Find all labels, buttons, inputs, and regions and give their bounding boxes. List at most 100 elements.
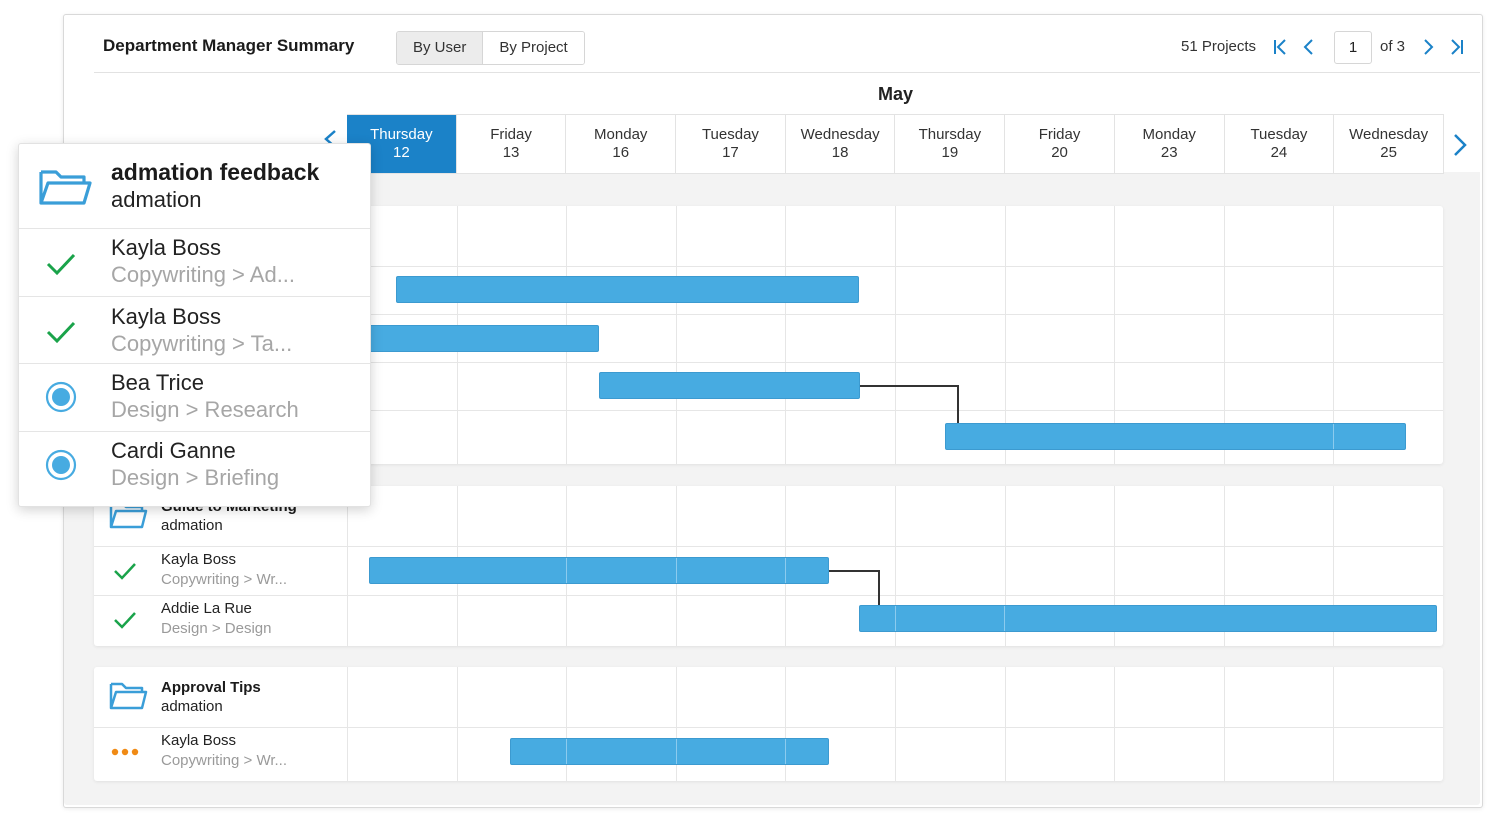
previous-page-icon[interactable]: [1299, 37, 1319, 57]
grid-line: [1005, 206, 1006, 464]
popup-project-client: admation: [111, 187, 202, 212]
task-path: Design > Briefing: [111, 465, 280, 490]
day-header[interactable]: Wednesday 25: [1334, 115, 1444, 173]
tab-by-project[interactable]: By Project: [482, 32, 584, 64]
day-date: 20: [1051, 144, 1068, 161]
project-popup: admation feedback admation Kayla Boss Co…: [18, 143, 371, 507]
grid-line: [457, 667, 458, 781]
pending-dots-icon: [111, 748, 139, 756]
assignee-name: Bea Trice: [111, 370, 204, 395]
task-bar[interactable]: [510, 738, 829, 765]
page-total: of 3: [1380, 38, 1406, 55]
assignee-name: Kayla Boss: [161, 551, 237, 568]
task-path: Copywriting > Wr...: [161, 752, 288, 769]
day-header[interactable]: Tuesday 17: [676, 115, 786, 173]
grid-line: [1005, 486, 1006, 646]
bar-grid-tick: [785, 739, 786, 764]
day-header[interactable]: Tuesday 24: [1225, 115, 1335, 173]
bar-grid-tick: [785, 558, 786, 583]
next-days-icon[interactable]: [1451, 132, 1469, 158]
grid-line: [676, 206, 677, 464]
day-header[interactable]: Friday 20: [1005, 115, 1115, 173]
task-path: Copywriting > Wr...: [161, 571, 288, 588]
task-bar[interactable]: [859, 605, 1437, 632]
dependency-line: [860, 385, 958, 387]
day-date: 25: [1380, 144, 1397, 161]
popup-task-row[interactable]: Cardi Ganne Design > Briefing: [19, 431, 370, 506]
day-date: 13: [502, 144, 520, 161]
task-bar[interactable]: [369, 557, 829, 584]
popup-task-row[interactable]: Bea Trice Design > Research: [19, 363, 370, 431]
bar-grid-tick: [566, 558, 567, 583]
grid-line: [785, 667, 786, 781]
grid-line: [895, 206, 896, 464]
row-divider: [94, 410, 1443, 411]
day-date: 24: [1270, 144, 1288, 161]
day-header[interactable]: Friday 13: [457, 115, 567, 173]
row-divider: [94, 314, 1443, 315]
day-date: 17: [722, 144, 739, 161]
grid-line: [1114, 486, 1115, 646]
page-number-input[interactable]: [1334, 31, 1372, 64]
grid-line: [1114, 206, 1115, 464]
folder-icon: [39, 170, 92, 205]
project-title[interactable]: Approval Tips: [161, 679, 261, 696]
project-client: admation: [161, 517, 223, 534]
bar-grid-tick: [676, 558, 677, 583]
grid-line: [347, 667, 348, 781]
day-weekday: Tuesday: [1250, 126, 1308, 143]
day-weekday: Monday: [1142, 126, 1196, 143]
row-divider: [94, 546, 1443, 547]
day-header[interactable]: Wednesday 18: [786, 115, 896, 173]
project-count: 51 Projects: [1181, 38, 1257, 55]
day-date: 18: [831, 144, 849, 161]
check-icon: [46, 253, 76, 276]
day-weekday: Wednesday: [1349, 126, 1429, 143]
task-path: Copywriting > Ad...: [111, 262, 296, 287]
header-divider: [94, 72, 1480, 73]
assignee-name: Kayla Boss: [161, 732, 237, 749]
assignee-name: Cardi Ganne: [111, 438, 236, 463]
next-page-icon[interactable]: [1418, 37, 1438, 57]
day-date: 19: [941, 144, 959, 161]
row-divider: [94, 727, 1443, 728]
bar-grid-tick: [566, 739, 567, 764]
grid-line: [1224, 667, 1225, 781]
task-bar[interactable]: [599, 372, 860, 399]
dependency-line: [829, 570, 879, 572]
task-bar[interactable]: [945, 423, 1406, 450]
day-header[interactable]: Monday 16: [566, 115, 677, 173]
day-header[interactable]: Thursday 19: [896, 115, 1006, 173]
first-page-icon[interactable]: [1271, 37, 1291, 57]
row-divider: [94, 362, 1443, 363]
bar-grid-tick: [895, 606, 896, 631]
task-bar[interactable]: [360, 325, 599, 352]
task-bar[interactable]: [396, 276, 859, 303]
popup-task-row[interactable]: Kayla Boss Copywriting > Ta...: [19, 296, 370, 364]
popup-project-title[interactable]: admation feedback: [111, 159, 320, 185]
day-weekday: Tuesday: [701, 126, 759, 143]
day-header[interactable]: Monday 23: [1115, 115, 1225, 173]
page-title: Department Manager Summary: [103, 36, 355, 55]
day-weekday: Friday: [1038, 126, 1081, 143]
day-weekday: Friday: [490, 126, 532, 143]
grid-line: [895, 486, 896, 646]
project-client: admation: [161, 698, 223, 715]
in-progress-icon: [45, 381, 77, 413]
bar-grid-tick: [676, 739, 677, 764]
row-divider: [94, 266, 1443, 267]
assignee-name: Kayla Boss: [111, 304, 222, 329]
day-weekday: Monday: [594, 126, 648, 143]
in-progress-icon: [45, 449, 77, 481]
grid-line: [1333, 206, 1334, 464]
grid-line: [895, 667, 896, 781]
task-path: Design > Design: [161, 620, 272, 637]
last-page-icon[interactable]: [1446, 37, 1466, 57]
assignee-name: Kayla Boss: [111, 235, 222, 260]
tab-by-user[interactable]: By User: [397, 32, 483, 64]
day-date: 23: [1160, 144, 1178, 161]
task-path: Design > Research: [111, 397, 299, 422]
popup-task-row[interactable]: Kayla Boss Copywriting > Ad...: [19, 228, 370, 296]
grid-line: [676, 667, 677, 781]
grid-line: [1333, 667, 1334, 781]
